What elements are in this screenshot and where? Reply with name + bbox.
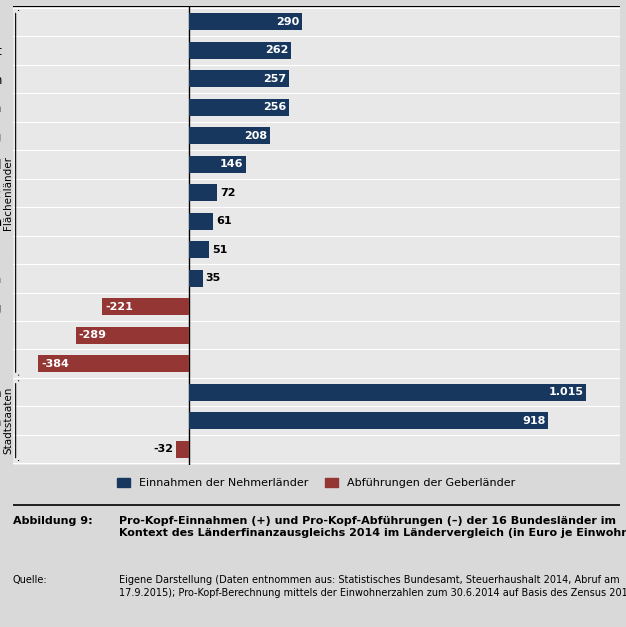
Text: -32: -32: [153, 444, 173, 454]
Text: -289: -289: [79, 330, 106, 340]
Text: 72: 72: [220, 188, 235, 198]
Bar: [189, 241, 209, 258]
Bar: [189, 213, 213, 230]
Text: -221: -221: [105, 302, 133, 312]
Bar: [189, 99, 289, 116]
Text: 208: 208: [244, 131, 267, 141]
Text: -384: -384: [41, 359, 69, 369]
Text: 290: 290: [276, 17, 299, 27]
Text: Stadtstaaten: Stadtstaaten: [3, 387, 13, 455]
Text: Flächenländer: Flächenländer: [3, 156, 13, 230]
Text: 35: 35: [206, 273, 221, 283]
Bar: [189, 270, 203, 287]
Bar: [102, 298, 189, 315]
Text: 61: 61: [216, 216, 232, 226]
Bar: [189, 70, 289, 87]
Bar: [189, 13, 302, 31]
Text: Quelle:: Quelle:: [13, 576, 47, 586]
Bar: [189, 384, 587, 401]
Text: 1.015: 1.015: [548, 387, 583, 397]
Text: 51: 51: [212, 245, 227, 255]
Legend: Einnahmen der Nehmerländer, Abführungen der Geberländer: Einnahmen der Nehmerländer, Abführungen …: [117, 478, 515, 488]
Bar: [189, 184, 217, 201]
Bar: [189, 155, 246, 173]
Bar: [189, 42, 292, 59]
Text: 257: 257: [263, 74, 286, 84]
Text: 146: 146: [219, 159, 243, 169]
Text: 918: 918: [522, 416, 545, 426]
Text: 262: 262: [265, 45, 289, 55]
Text: Eigene Darstellung (Daten entnommen aus: Statistisches Bundesamt, Steuerhaushalt: Eigene Darstellung (Daten entnommen aus:…: [119, 576, 626, 598]
Text: Abbildung 9:: Abbildung 9:: [13, 516, 92, 526]
Bar: [76, 327, 189, 344]
Text: Pro-Kopf-Einnahmen (+) und Pro-Kopf-Abführungen (–) der 16 Bundesländer im
Konte: Pro-Kopf-Einnahmen (+) und Pro-Kopf-Abfü…: [119, 516, 626, 538]
Text: 256: 256: [263, 102, 286, 112]
Bar: [177, 441, 189, 458]
Bar: [189, 127, 270, 144]
Bar: [38, 355, 189, 372]
Bar: [189, 412, 548, 429]
